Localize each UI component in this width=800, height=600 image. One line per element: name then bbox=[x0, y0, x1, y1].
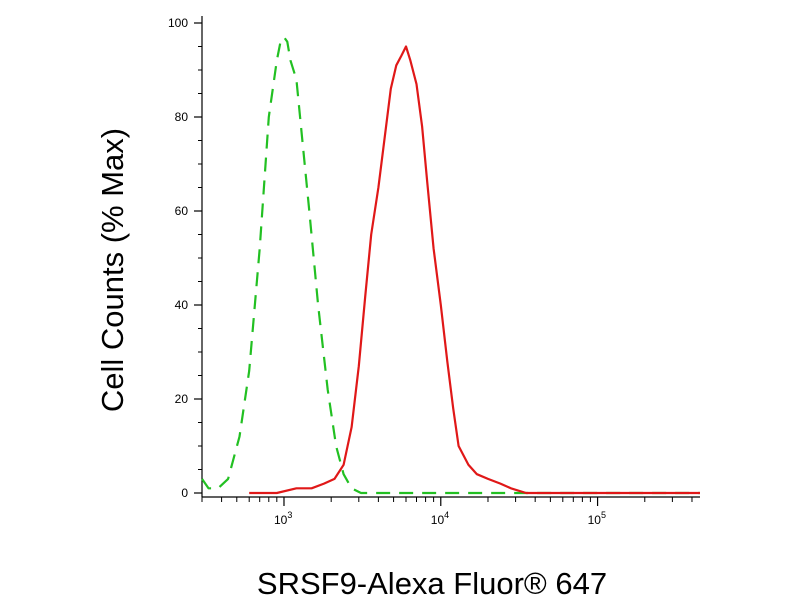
y-tick-label: 20 bbox=[175, 392, 189, 406]
series-line-1 bbox=[201, 36, 700, 495]
y-tick-label: 100 bbox=[168, 16, 188, 30]
x-tick-label: 103 bbox=[274, 510, 292, 527]
series-line-2 bbox=[249, 45, 700, 495]
y-tick-label: 80 bbox=[175, 110, 189, 124]
y-tick-label: 40 bbox=[175, 298, 189, 312]
y-axis-ticks: 0 20 40 60 80 100 bbox=[168, 16, 202, 500]
plot-axes bbox=[201, 16, 700, 498]
x-axis-title: SRSF9-Alexa Fluor® 647 bbox=[257, 566, 607, 600]
x-tick-label: 104 bbox=[431, 510, 449, 527]
y-axis-title: Cell Counts (% Max) bbox=[95, 128, 130, 412]
x-tick-label: 105 bbox=[588, 510, 606, 527]
series-layer bbox=[201, 36, 700, 495]
x-axis-ticks: 103 104 105 bbox=[201, 497, 693, 527]
y-tick-label: 0 bbox=[181, 486, 188, 500]
y-tick-label: 60 bbox=[175, 204, 189, 218]
